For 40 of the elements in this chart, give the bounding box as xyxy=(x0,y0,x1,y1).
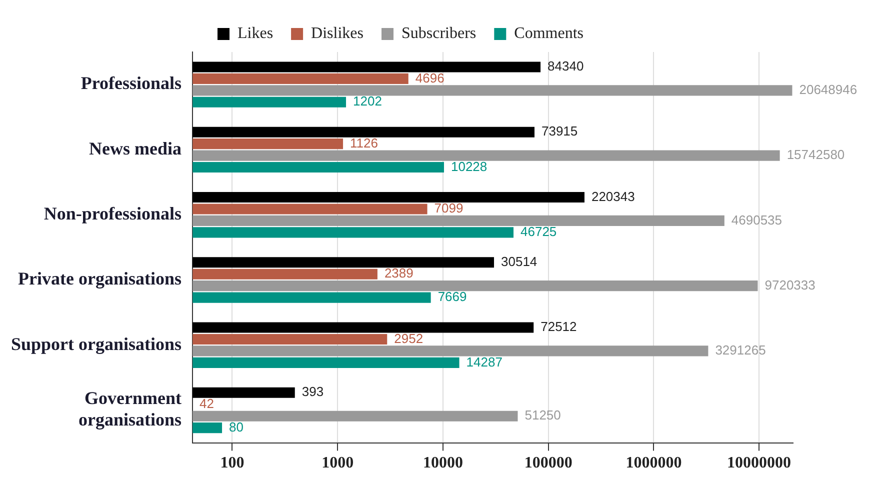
data-label: 10228 xyxy=(450,158,488,174)
data-label: 4696 xyxy=(415,70,444,86)
x-tick-label: 1000000 xyxy=(626,454,682,472)
y-tick-label: Private organisations xyxy=(18,268,182,289)
x-tick-label: 1000 xyxy=(322,454,354,472)
legend-label: Likes xyxy=(238,25,274,42)
data-label: 20648946 xyxy=(799,82,858,98)
data-label: 30514 xyxy=(501,254,538,269)
data-label: 3291265 xyxy=(715,342,766,358)
data-label: 393 xyxy=(302,384,324,400)
data-label: 84340 xyxy=(548,58,584,74)
data-label: 80 xyxy=(229,419,244,434)
data-label: 7669 xyxy=(438,289,467,304)
data-label: 1202 xyxy=(353,94,382,109)
y-tick-label: Professionals xyxy=(80,73,182,94)
legend-label: Comments xyxy=(514,25,584,42)
data-label: 2952 xyxy=(394,330,424,346)
data-label: 1126 xyxy=(350,135,378,150)
legend-label: Subscribers xyxy=(402,25,476,42)
y-tick-label: News media xyxy=(89,138,182,158)
data-label: 2389 xyxy=(384,266,414,281)
data-label: 9720333 xyxy=(764,277,816,292)
y-tick-label: Support organisations xyxy=(10,334,182,354)
data-label: 15742580 xyxy=(786,147,845,162)
x-tick-label: 10000000 xyxy=(727,454,792,472)
y-tick-label: Non-professionals xyxy=(44,203,182,224)
data-label: 42 xyxy=(200,396,214,411)
data-label: 46725 xyxy=(520,224,557,239)
x-tick-label: 10000 xyxy=(422,454,463,472)
data-label: 14287 xyxy=(466,354,502,370)
data-label: 4690535 xyxy=(731,212,782,228)
data-label: 51250 xyxy=(524,408,561,423)
x-tick-label: 100 xyxy=(220,454,244,472)
data-label: 73915 xyxy=(541,124,578,139)
y-tick-label: Government organisations xyxy=(78,388,182,430)
data-label: 72512 xyxy=(540,319,577,334)
x-tick-label: 100000 xyxy=(524,454,572,472)
data-label: 220343 xyxy=(591,188,635,204)
legend-label: Dislikes xyxy=(311,25,364,42)
data-label: 7099 xyxy=(434,200,464,216)
